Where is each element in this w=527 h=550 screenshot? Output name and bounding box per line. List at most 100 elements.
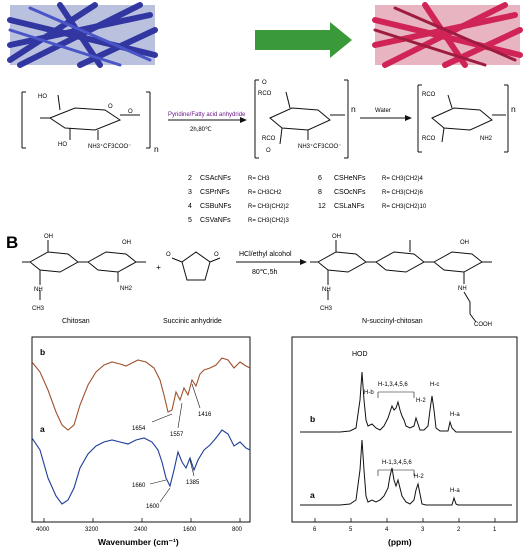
- nmr-a-ha: H-a: [450, 488, 460, 494]
- label-chitosan: Chitosan: [62, 318, 90, 325]
- atom-oh-b1: OH: [44, 234, 53, 240]
- ftir-ann-1416: 1416: [198, 412, 212, 418]
- atom-o-link: O: [128, 109, 133, 115]
- atom-nh2-a: NH2: [480, 136, 493, 142]
- legend-cshenfs-num: 6: [318, 175, 322, 182]
- atom-ch3-b: CH3: [32, 306, 45, 312]
- legend-csacnfs-r: R= CH3: [248, 176, 270, 182]
- ftir-frame: [31, 336, 251, 523]
- panel-b-letter: B: [6, 233, 18, 252]
- nmr-tick-label: 3: [421, 527, 425, 533]
- atom-oh-p2: OH: [460, 240, 469, 246]
- atom-nh3-2: NH3⁺CF3COO⁻: [298, 143, 341, 150]
- atom-ch3-p: CH3: [320, 306, 333, 312]
- structure-acylated: [254, 79, 349, 159]
- structure-succinic-anhydride: [171, 251, 221, 281]
- nmr-b-h2: H-2: [416, 398, 426, 404]
- structure-chitosan-b: [22, 240, 146, 300]
- ftir-tick-label: 4000: [36, 527, 50, 533]
- repeat-n-2: n: [351, 104, 356, 114]
- ftir-tick-label: 800: [232, 527, 243, 533]
- nmr-plot: b a HOD H-b H-1,3,4,5,6 H-2 H-c H-a H-1,…: [291, 336, 518, 547]
- reagent-pyridine: Pyridine/Fatty acid anhydride: [168, 112, 246, 118]
- ftir-series-b: [31, 357, 251, 431]
- legend-cshenfs-name: CSHeNFs: [334, 175, 366, 182]
- nmr-x-ticks: 6 5 4 3 2 1: [313, 518, 497, 533]
- ftir-tick-label: 2400: [134, 527, 148, 533]
- nmr-a-h2: H-2: [414, 474, 424, 480]
- legend-csvanfs-name: CSVaNFs: [200, 217, 231, 224]
- legend-cshenfs-r: R= CH3(CH2)4: [382, 176, 424, 182]
- atom-rco-3: RCO: [422, 92, 436, 98]
- structure-n-succinyl-chitosan: [310, 240, 492, 323]
- nmr-b-hc: H-c: [430, 382, 439, 388]
- atom-o-anh-1: O: [214, 252, 219, 258]
- structure-chitosan-salt: [21, 91, 151, 149]
- atom-nh-p1: NH: [322, 287, 331, 293]
- atom-ho-2: HO: [58, 142, 67, 148]
- nmr-tick-label: 2: [457, 527, 461, 533]
- legend-csbunfs-num: 4: [188, 203, 192, 210]
- nmr-label-a: a: [310, 490, 315, 500]
- nmr-series-b: [300, 371, 512, 433]
- atom-rco-4: RCO: [422, 136, 436, 142]
- ftir-label-a: a: [40, 424, 45, 434]
- legend-csocnfs-name: CSOcNFs: [334, 189, 366, 196]
- legend-csvanfs-num: 5: [188, 217, 192, 224]
- legend-cslanfs-name: CSLaNFs: [334, 203, 365, 210]
- atom-o-anh-2: O: [166, 252, 171, 258]
- legend-csprnfs-name: CSPrNFs: [200, 189, 230, 196]
- reaction-arrow-2: [360, 115, 412, 121]
- red-fiber-image: [372, 2, 523, 68]
- reagent-conditions-b: 80℃,5h: [252, 269, 277, 276]
- structure-product-a: [417, 84, 509, 153]
- ftir-ann-1654: 1654: [132, 426, 146, 432]
- derivative-legend: 2 CSAcNFs R= CH3 3 CSPrNFs R= CH3CH2 4 CSBuNFs R…: [188, 175, 427, 224]
- legend-csocnfs-r: R= CH3(CH2)6: [382, 190, 424, 196]
- nmr-tick-label: 1: [493, 527, 497, 533]
- legend-cslanfs-num: 12: [318, 203, 326, 210]
- ftir-ann-1385: 1385: [186, 480, 200, 486]
- atom-nh-p2: NH: [458, 286, 467, 292]
- atom-oh-b2: OH: [122, 240, 131, 246]
- ftir-label-b: b: [40, 347, 45, 357]
- legend-csvanfs-r: R= CH3(CH2)3: [248, 218, 290, 224]
- ftir-series-a: [31, 429, 251, 505]
- reagent-hcl: HCl/ethyl alcohol: [239, 251, 292, 258]
- nmr-b-ha: H-a: [450, 412, 460, 418]
- nmr-label-b: b: [310, 414, 315, 424]
- atom-oh-p1: OH: [332, 234, 341, 240]
- nmr-tick-label: 4: [385, 527, 389, 533]
- reagent-water: Water: [375, 108, 391, 114]
- nmr-xlabel: (ppm): [388, 537, 412, 547]
- nmr-hod: HOD: [352, 351, 368, 358]
- atom-nh2-b: NH2: [120, 286, 133, 292]
- nmr-series-a: [300, 439, 512, 506]
- nmr-tick-label: 5: [349, 527, 353, 533]
- legend-csprnfs-r: R= CH3CH2: [248, 190, 282, 196]
- nmr-frame: [291, 336, 518, 523]
- ftir-tick-label: 3200: [85, 527, 99, 533]
- plus-sign: +: [156, 262, 161, 272]
- atom-o-ring: O: [108, 104, 113, 110]
- atom-ho-1: HO: [38, 94, 47, 100]
- ftir-plot: b a 1654 1557 1416 1660 1600 1385 4000 32…: [31, 336, 251, 547]
- nmr-b-h13456: H-1,3,4,5,6: [378, 382, 408, 388]
- label-succinic: Succinic anhydride: [163, 318, 222, 325]
- ftir-ann-1600: 1600: [146, 504, 160, 510]
- legend-csacnfs-num: 2: [188, 175, 192, 182]
- legend-cslanfs-r: R= CH3(CH2)10: [382, 204, 427, 210]
- atom-o-dbl-2: O: [266, 148, 271, 154]
- atom-nh-b: NH: [34, 287, 43, 293]
- atom-o-dbl-1: O: [262, 80, 267, 86]
- atom-nh3: NH3⁺CF3COO⁻: [88, 143, 131, 150]
- atom-rco-2: RCO: [262, 136, 276, 142]
- legend-csbunfs-name: CSBuNFs: [200, 203, 232, 210]
- reaction-arrow-b: [236, 259, 307, 265]
- atom-rco-1: RCO: [258, 91, 272, 97]
- legend-csbunfs-r: R= CH3(CH2)2: [248, 204, 290, 210]
- nmr-tick-label: 6: [313, 527, 317, 533]
- green-arrow: [255, 22, 352, 58]
- nmr-a-h13456: H-1,3,4,5,6: [382, 460, 412, 466]
